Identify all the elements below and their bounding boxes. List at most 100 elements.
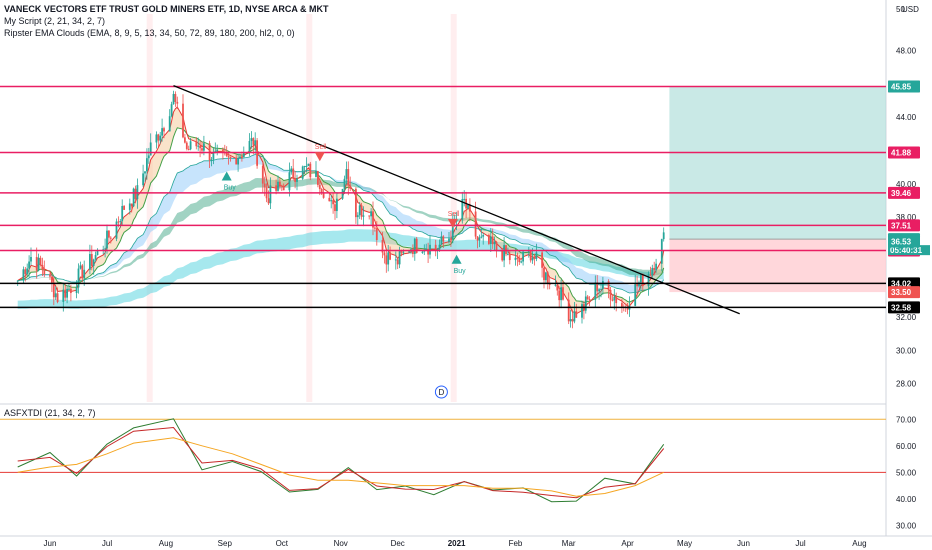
candle-body <box>567 299 570 322</box>
candle-body <box>598 289 600 292</box>
candle-body <box>558 290 561 301</box>
candle-body <box>448 238 450 242</box>
candle-body <box>556 284 559 291</box>
candle-body <box>478 237 481 241</box>
candle-body <box>225 153 228 157</box>
candle-body <box>212 152 215 160</box>
candle-body <box>476 236 479 241</box>
candle-body <box>210 159 213 161</box>
candle-body <box>545 272 547 281</box>
candle-body <box>279 181 281 186</box>
ema-13-line <box>17 127 665 304</box>
candle-body <box>66 288 68 298</box>
candle-body <box>387 252 390 265</box>
time-tick-label: May <box>677 539 692 548</box>
candle-body <box>516 257 519 259</box>
candle-body <box>429 244 431 255</box>
osc-tick-label: 40.00 <box>896 495 917 504</box>
candle-body <box>199 145 201 149</box>
time-tick-label: Jul <box>102 539 112 548</box>
candle-body <box>157 134 160 141</box>
candle-body <box>237 158 239 165</box>
candle-body <box>434 244 437 250</box>
candle-body <box>77 268 80 288</box>
candle-body <box>469 204 471 212</box>
candle-body <box>638 282 640 287</box>
price-tick-label: 40.00 <box>896 180 917 189</box>
candle-body <box>235 157 238 165</box>
time-tick-label: 2021 <box>448 539 466 548</box>
candle-body <box>83 269 86 279</box>
candle-body <box>277 181 279 191</box>
candle-body <box>208 143 211 161</box>
dividend-marker-label: D <box>439 388 445 397</box>
signal-label-2: Sell <box>448 211 460 218</box>
candle-body <box>569 319 572 322</box>
candle-body <box>89 254 91 270</box>
candle-body <box>216 149 219 152</box>
price-tag-36.68-countdown-bg <box>888 245 930 256</box>
candle-body <box>372 211 374 228</box>
candle-body <box>292 168 295 179</box>
candle-body <box>149 142 152 156</box>
candle-body <box>24 269 27 275</box>
candle-body <box>132 188 135 207</box>
candle-body <box>172 93 175 105</box>
candle-body <box>560 287 562 301</box>
candle-body <box>649 274 652 276</box>
candle-body <box>182 103 184 138</box>
candle-body <box>94 255 97 260</box>
signal-label-0: Buy <box>224 185 237 192</box>
candle-body <box>252 138 255 145</box>
candle-body <box>482 235 485 237</box>
candle-body <box>594 282 597 300</box>
candle-body <box>52 282 55 298</box>
candle-body <box>383 252 386 256</box>
price-tick-label: 38.00 <box>896 213 917 222</box>
candle-body <box>381 240 384 253</box>
candle-body <box>581 304 583 318</box>
osc-series-1 <box>17 426 665 499</box>
candle-body <box>254 140 257 145</box>
candle-body <box>600 288 602 290</box>
candle-body <box>626 307 629 310</box>
time-tick-label: Nov <box>334 539 348 548</box>
candle-body <box>480 236 483 238</box>
time-tick-label: Jun <box>737 539 750 548</box>
candle-body <box>117 221 120 223</box>
time-tick-label: Sep <box>218 539 233 548</box>
candle-body <box>320 188 323 193</box>
candle-body <box>269 185 272 204</box>
candle-body <box>214 151 217 153</box>
candle-body <box>222 149 224 152</box>
candle-body <box>588 299 591 301</box>
candle-body <box>425 248 428 251</box>
candle-body <box>370 211 372 217</box>
candle-body <box>535 252 538 259</box>
candle-body <box>495 241 498 251</box>
candle-body <box>174 93 177 102</box>
candle-body <box>296 178 298 182</box>
level-tag-32.58: 32.58 <box>891 303 912 312</box>
candle-body <box>43 270 46 275</box>
candle-body <box>450 238 452 240</box>
candle-body <box>176 101 179 104</box>
candle-body <box>438 244 441 250</box>
candle-body <box>474 211 477 237</box>
candle-body <box>227 156 230 158</box>
candle-body <box>349 185 352 189</box>
candle-body <box>402 251 405 253</box>
candle-body <box>647 274 650 287</box>
candle-body <box>562 287 564 300</box>
candle-body <box>49 274 51 277</box>
candle-body <box>529 249 532 261</box>
candle-body <box>398 251 401 265</box>
candle-body <box>505 245 507 255</box>
candle-body <box>159 135 162 141</box>
candle-body <box>229 157 232 159</box>
candle-body <box>507 253 509 255</box>
candle-body <box>35 257 38 271</box>
candle-body <box>30 257 32 262</box>
candle-body <box>195 141 198 147</box>
